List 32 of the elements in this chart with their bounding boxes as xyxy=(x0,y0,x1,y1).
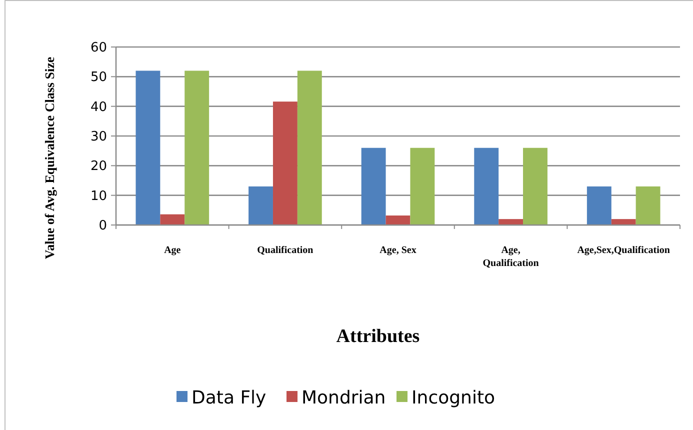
y-tick-label: 60 xyxy=(90,40,107,56)
bar xyxy=(474,148,499,225)
x-tick-label: Age,Sex,Qualification xyxy=(577,245,670,256)
bar xyxy=(586,186,612,225)
bar xyxy=(160,214,185,225)
legend-label: Incognito xyxy=(412,387,496,408)
bar xyxy=(136,70,160,225)
bar xyxy=(386,216,410,225)
legend-label: Data Fly xyxy=(192,387,267,408)
y-tick-label: 30 xyxy=(90,130,107,145)
bar xyxy=(523,148,548,225)
bar xyxy=(184,70,210,225)
x-tick-label: Qualification xyxy=(257,245,314,256)
bar xyxy=(636,186,660,225)
x-tick-label: Age, Qualification xyxy=(482,245,540,269)
y-tick-label: 20 xyxy=(90,159,107,174)
y-axis-title: Value of Avg. Equivalence Class Size xyxy=(42,56,57,260)
legend-label: Mondrian xyxy=(302,387,386,408)
bar xyxy=(611,219,636,225)
bar xyxy=(361,148,386,225)
y-tick-label: 40 xyxy=(90,100,107,115)
x-axis-title: Attributes xyxy=(336,326,420,347)
x-tick-label: Age xyxy=(164,245,182,256)
bar xyxy=(498,219,524,225)
bar xyxy=(297,70,322,225)
bar xyxy=(272,102,298,225)
bar xyxy=(410,148,435,225)
x-tick-label: Age, Sex xyxy=(380,245,416,256)
y-tick-label: 50 xyxy=(90,70,107,86)
y-tick-label: 0 xyxy=(98,218,107,234)
bar xyxy=(248,186,273,225)
y-tick-label: 10 xyxy=(90,188,107,204)
